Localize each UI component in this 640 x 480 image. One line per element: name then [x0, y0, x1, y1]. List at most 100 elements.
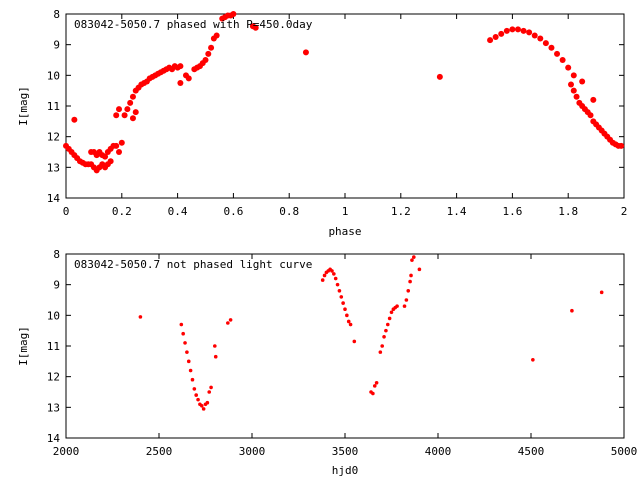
data-point	[124, 106, 131, 113]
chart-title: 083042-5050.7 not phased light curve	[74, 258, 312, 271]
y-tick-label: 10	[47, 309, 60, 322]
data-point	[337, 289, 342, 293]
y-tick-label: 11	[47, 100, 60, 113]
x-tick-label: 4000	[425, 445, 452, 458]
data-point	[127, 99, 134, 106]
data-point	[116, 149, 123, 155]
y-tick-label: 9	[53, 39, 60, 52]
data-point	[199, 404, 204, 408]
data-point	[436, 73, 443, 80]
data-points	[63, 11, 625, 174]
x-axis-label: phase	[328, 225, 361, 238]
data-point	[322, 273, 327, 278]
data-point	[346, 319, 351, 324]
data-point	[185, 350, 189, 354]
data-point	[339, 295, 344, 299]
y-axis-label: I[mag]	[17, 326, 30, 366]
data-point	[503, 27, 510, 34]
data-point	[412, 255, 416, 259]
x-tick-label: 1.8	[558, 205, 578, 218]
data-point	[192, 387, 197, 391]
data-point	[107, 158, 114, 165]
x-tick-label: 0.8	[279, 205, 299, 218]
data-point	[181, 331, 185, 336]
data-point	[213, 32, 220, 39]
data-point	[213, 354, 218, 359]
plot-frame	[65, 13, 625, 199]
data-point	[102, 153, 109, 160]
y-tick-label: 13	[47, 401, 60, 414]
data-point	[587, 112, 594, 119]
data-point	[559, 57, 566, 63]
unphased-light-curve-panel: 2000 2500 3000 3500 4000 4500 5000 8 9 10 11 12 13 1…	[17, 248, 637, 477]
data-point	[382, 335, 386, 339]
x-tick-label: 2	[621, 205, 628, 218]
axis-ticks	[65, 253, 625, 439]
x-tick-label: 1.2	[391, 205, 411, 218]
data-point	[542, 40, 549, 47]
y-tick-label: 14	[47, 192, 61, 205]
x-tick-label: 0.6	[223, 205, 243, 218]
data-point	[520, 27, 527, 34]
data-points	[138, 255, 604, 411]
x-tick-label: 0.2	[112, 205, 132, 218]
data-point	[406, 289, 411, 293]
data-point	[554, 50, 561, 57]
data-point	[194, 393, 198, 397]
x-tick-label: 3000	[239, 445, 266, 458]
data-point	[531, 32, 538, 39]
y-tick-label: 14	[47, 432, 61, 445]
data-point	[417, 267, 422, 272]
data-point	[252, 24, 259, 31]
x-tick-label: 0	[63, 205, 70, 218]
x-tick-label: 0.4	[168, 205, 188, 218]
data-point	[71, 116, 78, 123]
data-point	[213, 344, 217, 348]
y-tick-label: 12	[47, 131, 60, 144]
data-point	[205, 400, 210, 405]
data-point	[129, 115, 136, 122]
data-point	[498, 30, 505, 37]
x-tick-label: 2000	[53, 445, 80, 458]
data-point	[389, 310, 394, 315]
data-point	[333, 276, 338, 281]
data-point	[113, 112, 120, 119]
data-point	[548, 44, 555, 51]
x-tick-label: 1.6	[502, 205, 522, 218]
axis-ticks	[65, 13, 625, 199]
data-point	[116, 106, 123, 113]
y-tick-labels: 8 9 10 11 12 13 14	[47, 8, 61, 205]
x-tick-label: 3500	[332, 445, 359, 458]
data-point	[537, 35, 544, 42]
data-point	[514, 26, 521, 33]
data-point	[132, 109, 139, 116]
y-tick-label: 9	[53, 279, 60, 292]
data-point	[404, 298, 409, 302]
data-point	[348, 322, 353, 327]
data-point	[570, 72, 577, 79]
data-point	[385, 322, 390, 327]
data-point	[201, 407, 206, 411]
data-point	[185, 75, 192, 82]
y-tick-label: 8	[53, 248, 60, 261]
data-point	[509, 26, 516, 33]
x-tick-label: 2500	[146, 445, 173, 458]
data-point	[341, 301, 345, 305]
data-point	[335, 282, 340, 287]
y-tick-label: 10	[47, 69, 60, 82]
x-axis-label: hjd0	[332, 464, 359, 477]
data-point	[330, 269, 334, 273]
data-point	[207, 390, 212, 394]
y-tick-label: 13	[47, 161, 60, 174]
data-point	[352, 339, 357, 344]
data-point	[371, 391, 375, 396]
data-point	[190, 377, 195, 382]
y-tick-label: 12	[47, 371, 60, 384]
y-axis-label: I[mag]	[17, 86, 30, 126]
data-point	[202, 57, 209, 63]
data-point	[113, 142, 120, 149]
phased-light-curve-panel: 0 0.2 0.4 0.6 0.8 1 1.2 1.4 1.6 1.8 2 8 9 10 11 12 13 14…	[17, 8, 627, 238]
data-point	[129, 93, 136, 100]
data-point	[408, 279, 412, 284]
